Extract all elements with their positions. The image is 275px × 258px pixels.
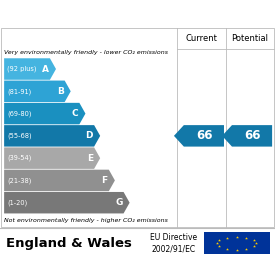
Text: B: B [57, 87, 64, 96]
Polygon shape [4, 147, 100, 169]
Text: A: A [42, 64, 49, 74]
Polygon shape [4, 80, 71, 102]
Text: (92 plus): (92 plus) [7, 66, 37, 72]
Polygon shape [4, 58, 56, 80]
Text: Not environmentally friendly - higher CO₂ emissions: Not environmentally friendly - higher CO… [4, 218, 168, 223]
Polygon shape [4, 192, 130, 213]
Text: C: C [72, 109, 78, 118]
Text: 66: 66 [196, 129, 212, 142]
Text: (69-80): (69-80) [7, 110, 32, 117]
Text: Very environmentally friendly - lower CO₂ emissions: Very environmentally friendly - lower CO… [4, 50, 168, 55]
Text: D: D [86, 131, 93, 140]
Text: 66: 66 [244, 129, 261, 142]
Polygon shape [222, 125, 272, 147]
Text: England & Wales: England & Wales [6, 237, 131, 250]
Text: (55-68): (55-68) [7, 133, 32, 139]
Text: (21-38): (21-38) [7, 177, 32, 184]
Polygon shape [4, 125, 100, 147]
Text: Potential: Potential [231, 34, 268, 43]
Text: Environmental Impact (CO₂) Rating: Environmental Impact (CO₂) Rating [21, 7, 254, 20]
Text: G: G [115, 198, 122, 207]
Polygon shape [4, 170, 115, 191]
Text: Current: Current [186, 34, 217, 43]
Bar [204, 232, 270, 254]
Text: (1-20): (1-20) [7, 199, 28, 206]
Text: (39-54): (39-54) [7, 155, 32, 162]
Text: (81-91): (81-91) [7, 88, 32, 94]
Text: F: F [102, 176, 108, 185]
Polygon shape [4, 103, 86, 124]
Text: E: E [87, 154, 93, 163]
Polygon shape [174, 125, 224, 147]
Text: EU Directive
2002/91/EC: EU Directive 2002/91/EC [150, 233, 197, 254]
